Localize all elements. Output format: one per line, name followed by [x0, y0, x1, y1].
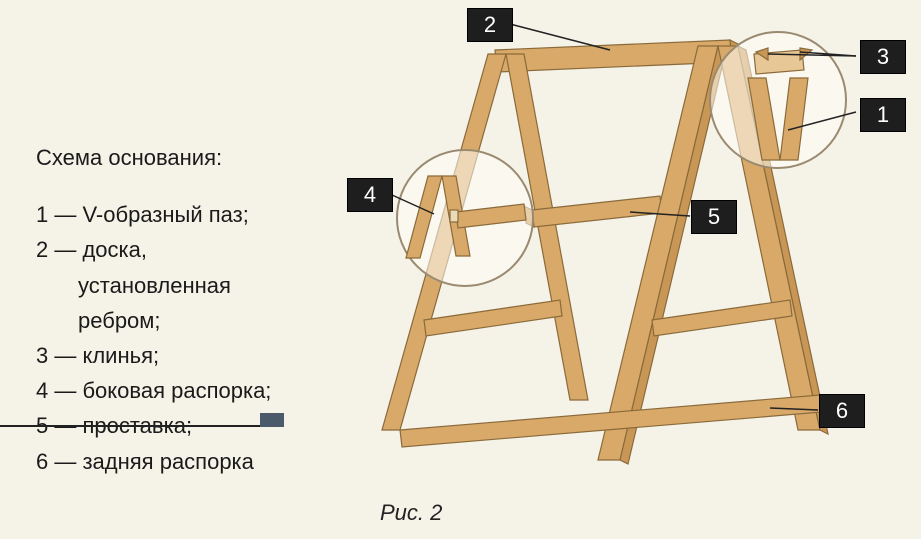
legend-item: 2 — доска, [36, 232, 271, 267]
label-5: 5 [691, 200, 737, 234]
legend-item: ребром; [36, 303, 271, 338]
legend-item: установленная [36, 268, 271, 303]
legend-item: 3 — клинья; [36, 338, 271, 373]
legend-item: 1 — V-образный паз; [36, 197, 271, 232]
legend-list: 1 — V-образный паз; 2 — доска, установле… [36, 197, 271, 479]
legend-title: Схема основания: [36, 140, 271, 175]
label-4: 4 [347, 178, 393, 212]
base-diagram [300, 0, 920, 520]
footer-rule [0, 425, 260, 427]
legend: Схема основания: 1 — V-образный паз; 2 —… [36, 140, 271, 479]
footer-block [260, 413, 284, 427]
label-1: 1 [860, 98, 906, 132]
label-6: 6 [819, 394, 865, 428]
label-2: 2 [467, 8, 513, 42]
label-3: 3 [860, 40, 906, 74]
legend-item: 6 — задняя распорка [36, 444, 271, 479]
legend-item: 4 — боковая распорка; [36, 373, 271, 408]
